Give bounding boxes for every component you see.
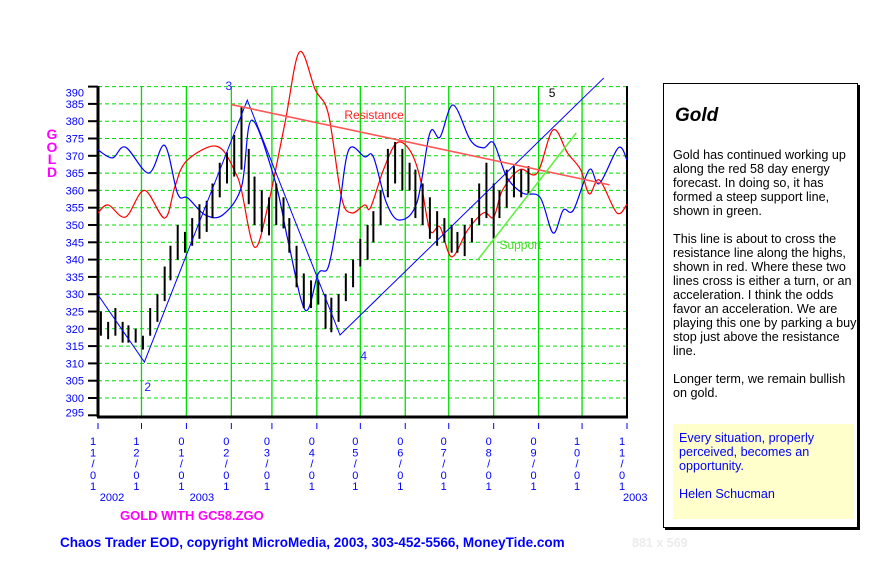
panel-body: Gold has continued working up along the … <box>673 148 858 414</box>
annotation-label: 2 <box>144 380 151 394</box>
y-tick-label: 340 <box>66 255 84 267</box>
x-tick-label: 0 4/0 1 <box>309 436 315 493</box>
panel-title: Gold <box>675 105 719 126</box>
image-dimensions: 881 x 569 <box>632 536 688 550</box>
annotation-label: 4 <box>360 349 367 363</box>
quote-box: Every situation, properly perceived, bec… <box>673 424 854 519</box>
paragraph: This line is about to cross the resistan… <box>673 232 857 358</box>
x-year-label: 2003 <box>623 492 647 504</box>
annotation-label: 3 <box>226 79 233 93</box>
chart-subtitle: GOLD WITH GC58.ZGO <box>120 508 264 523</box>
commentary-panel: Gold Gold has continued working up along… <box>663 83 858 528</box>
y-tick-label: 390 <box>66 88 84 100</box>
y-tick-label: 375 <box>66 134 84 146</box>
copyright-footer: Chaos Trader EOD, copyright MicroMedia, … <box>60 535 565 550</box>
paragraph: Longer term, we remain bullish on gold. <box>673 372 846 400</box>
y-tick-label: 320 <box>66 324 84 336</box>
x-tick-label: 1 1/0 1 <box>90 436 96 493</box>
y-tick-label: 355 <box>66 203 84 215</box>
y-tick-label: 350 <box>66 220 84 232</box>
y-tick-label: 365 <box>66 168 84 180</box>
elliott-wave-line <box>97 77 605 364</box>
y-tick-label: 305 <box>66 376 84 388</box>
series-line-gc58-energy-forecast <box>97 51 628 258</box>
y-tick-label: 310 <box>66 358 84 370</box>
y-tick-label: 345 <box>66 237 84 249</box>
y-tick-label: 370 <box>66 151 84 163</box>
quote-author: Helen Schucman <box>679 487 775 501</box>
series-line-blue-cycle <box>97 104 628 312</box>
x-tick-label: 1 2/0 1 <box>133 436 139 493</box>
annotation-label: 5 <box>549 86 556 100</box>
annotation-label: Support <box>499 238 542 252</box>
y-tick-label: 380 <box>66 116 84 128</box>
x-tick-label: 0 3/0 1 <box>264 436 270 493</box>
x-year-label: 2003 <box>190 492 214 504</box>
y-axis-title: GOLD <box>46 126 58 180</box>
annotation-label: Resistance <box>344 108 404 122</box>
y-tick-label: 385 <box>66 99 84 111</box>
x-tick-label: 0 5/0 1 <box>352 436 358 493</box>
paragraph: Gold has continued working up along the … <box>673 148 846 218</box>
x-tick-label: 0 9/0 1 <box>531 436 537 493</box>
y-tick-label: 300 <box>66 393 84 405</box>
y-tick-label: 315 <box>66 341 84 353</box>
quote-text: Every situation, properly perceived, bec… <box>679 431 815 473</box>
y-tick-label: 330 <box>66 289 84 301</box>
y-tick-label: 295 <box>66 407 84 419</box>
x-tick-label: 0 2/0 1 <box>223 436 229 493</box>
x-tick-label: 0 8/0 1 <box>486 436 492 493</box>
x-year-label: 2002 <box>100 492 124 504</box>
x-tick-label: 1 1/0 1 <box>619 436 625 493</box>
support-trendline <box>477 132 577 261</box>
x-tick-label: 0 7/0 1 <box>441 436 447 493</box>
x-tick-label: 1 0/0 1 <box>574 436 580 493</box>
x-tick-label: 0 6/0 1 <box>397 436 403 493</box>
x-tick-label: 0 1/0 1 <box>178 436 184 493</box>
y-tick-label: 325 <box>66 307 84 319</box>
y-tick-label: 335 <box>66 272 84 284</box>
y-tick-label: 360 <box>66 185 84 197</box>
